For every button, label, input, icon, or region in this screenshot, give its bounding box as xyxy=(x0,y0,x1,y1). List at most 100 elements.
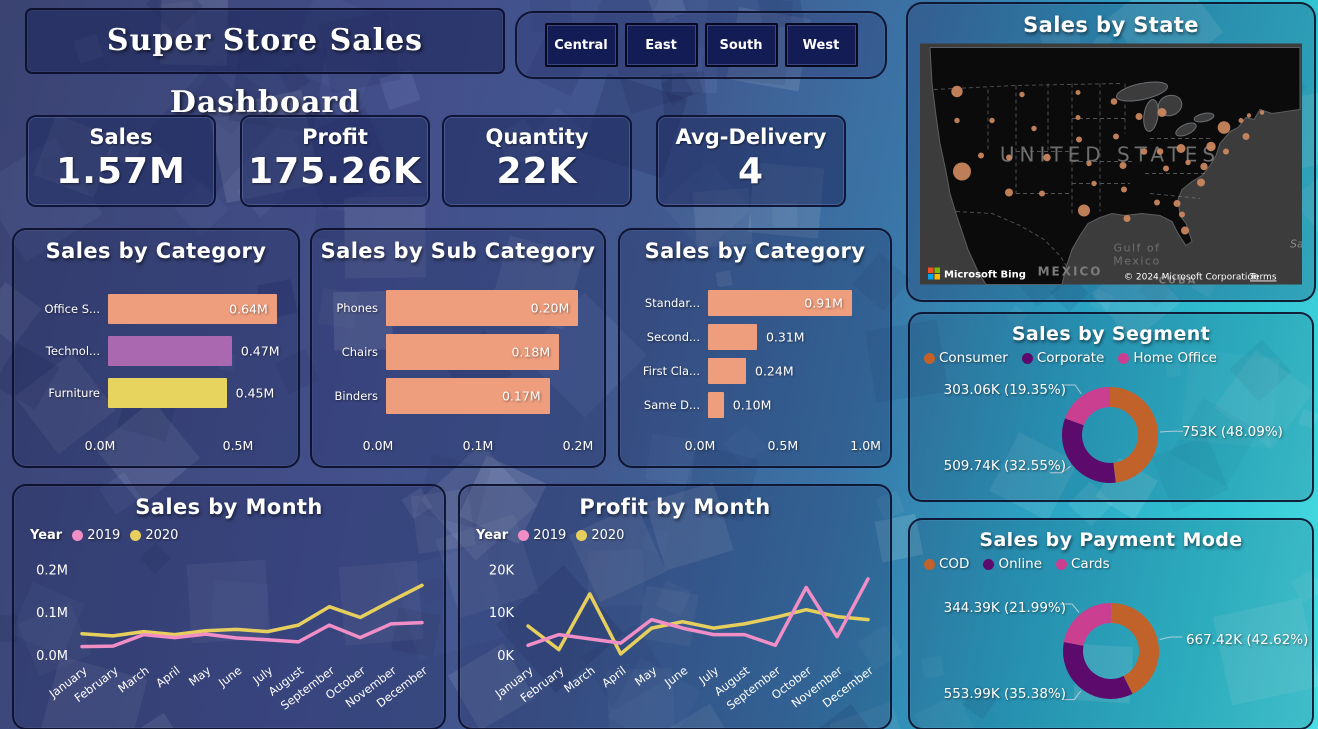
axis-tick-label: 0.5M xyxy=(222,438,254,453)
bar-track: 0.10M xyxy=(708,392,874,418)
map-bubble[interactable] xyxy=(1019,91,1025,98)
bar-value-label: 0.45M xyxy=(235,385,275,401)
donut-slice-online[interactable] xyxy=(1063,642,1133,699)
bar-second-[interactable] xyxy=(708,324,757,350)
bar-track: 0.18M xyxy=(386,334,588,370)
map-bubble[interactable] xyxy=(954,117,960,124)
map-canvas[interactable]: UNITED STATES MEXICO Gulf of Mexico CUBA… xyxy=(920,42,1302,286)
kpi-value: 175.26K xyxy=(248,151,422,192)
callout-online: 553.99K (35.38%) xyxy=(943,686,1066,702)
map-bubble[interactable] xyxy=(1185,159,1191,166)
line-series-2019[interactable] xyxy=(526,577,870,648)
region-button-south[interactable]: South xyxy=(704,23,778,67)
map-bubble[interactable] xyxy=(1173,200,1181,207)
axis-tick-label: 0.5M xyxy=(767,438,799,453)
y-tick-label: 0.2M xyxy=(36,563,68,578)
map-bubble[interactable] xyxy=(1163,165,1169,172)
map-bubble[interactable] xyxy=(1078,204,1090,217)
bar-category-label: Chairs xyxy=(341,345,378,359)
bar-axis: 0.0M 0.1M 0.2M xyxy=(363,438,594,454)
map-bubble[interactable] xyxy=(1176,144,1186,153)
line-series-2020[interactable] xyxy=(526,592,870,656)
map-bubble[interactable] xyxy=(1031,125,1037,132)
map-bubble[interactable] xyxy=(1246,113,1252,118)
legend-label: Online xyxy=(998,556,1042,572)
profit-by-month-chart: Profit by Month Year 2019 2020 0K 10K 20K Jan… xyxy=(458,484,892,729)
region-button-west[interactable]: West xyxy=(784,23,858,67)
donut-slice-consumer[interactable] xyxy=(1109,387,1159,483)
map-bubble[interactable] xyxy=(1156,148,1164,155)
map-bubble[interactable] xyxy=(1075,90,1081,95)
bar-value-label: 0.64M xyxy=(229,301,268,317)
donut-slice-cards[interactable] xyxy=(1063,603,1112,647)
map-bubble[interactable] xyxy=(1006,154,1012,161)
bar-technol-[interactable] xyxy=(108,336,232,366)
map-bubble[interactable] xyxy=(1242,133,1250,140)
donut-slice-home-office[interactable] xyxy=(1064,387,1111,426)
bar-category-label: Standar... xyxy=(644,296,700,310)
line-series-2020[interactable] xyxy=(80,583,424,638)
map-bubble[interactable] xyxy=(1110,98,1118,105)
map-bubble[interactable] xyxy=(1043,153,1051,162)
map-bubble[interactable] xyxy=(1135,113,1143,120)
bar-standar-[interactable]: 0.91M xyxy=(708,290,852,316)
bar-same-d-[interactable] xyxy=(708,392,724,418)
map-bubble[interactable] xyxy=(1119,162,1127,169)
map-bubble[interactable] xyxy=(1157,108,1167,117)
map-bubble[interactable] xyxy=(1075,115,1081,120)
map-bubble[interactable] xyxy=(1154,199,1160,206)
legend-item-2019: 2019 xyxy=(518,528,566,543)
legend-dot xyxy=(518,530,530,541)
map-bubble[interactable] xyxy=(1179,211,1185,218)
bar-row-office-s-: Office S... 0.64M xyxy=(26,294,282,324)
map-bubble[interactable] xyxy=(1086,160,1092,167)
map-bubble[interactable] xyxy=(1197,178,1205,187)
bar-category-label: Binders xyxy=(334,389,378,403)
callout-connector xyxy=(1159,430,1183,433)
map-bubble[interactable] xyxy=(1005,188,1013,197)
map-bubble[interactable] xyxy=(1091,180,1097,187)
donut-slice-cod[interactable] xyxy=(1110,603,1159,694)
chart-title: Sales by Sub Category xyxy=(320,239,596,263)
legend-title: Year xyxy=(30,528,63,543)
donut-slice-corporate[interactable] xyxy=(1062,418,1116,483)
line-series-2019[interactable] xyxy=(80,620,424,649)
map-bubble[interactable] xyxy=(1123,215,1131,222)
map-bubble[interactable] xyxy=(1206,141,1216,152)
axis-tick-label: 0.2M xyxy=(562,438,594,453)
map-bubble[interactable] xyxy=(1113,133,1119,140)
map-bubble[interactable] xyxy=(1223,148,1229,155)
bar-office-s-[interactable]: 0.64M xyxy=(108,294,277,324)
map-bubble[interactable] xyxy=(1217,121,1231,134)
region-button-central[interactable]: Central xyxy=(544,23,618,67)
bar-chairs[interactable]: 0.18M xyxy=(386,334,560,370)
legend-dot xyxy=(924,352,935,364)
map-bubble[interactable] xyxy=(953,162,971,181)
map-bubble[interactable] xyxy=(1238,118,1244,123)
legend-item-online: Online xyxy=(983,556,1042,572)
map-bubble[interactable] xyxy=(1076,136,1082,143)
map-terms-link[interactable]: Terms xyxy=(1249,273,1277,283)
map-bubble[interactable] xyxy=(1140,148,1148,155)
bar-first-cla-[interactable] xyxy=(708,358,746,384)
map-bubble[interactable] xyxy=(951,85,963,98)
bar-binders[interactable]: 0.17M xyxy=(386,378,550,414)
bar-row-standar-: Standar... 0.91M xyxy=(632,290,874,316)
y-tick-label: 10K xyxy=(489,606,515,621)
map-bubble[interactable] xyxy=(1181,226,1189,235)
bar-track: 0.47M xyxy=(108,336,282,366)
bar-phones[interactable]: 0.20M xyxy=(386,290,579,326)
map-bubble[interactable] xyxy=(989,117,995,124)
callout-connector xyxy=(1060,603,1080,613)
map-bubble[interactable] xyxy=(1121,186,1127,193)
y-tick-label: 0.1M xyxy=(36,606,68,621)
map-bubble[interactable] xyxy=(1259,110,1265,115)
bar-furniture[interactable] xyxy=(108,378,227,408)
map-bubble[interactable] xyxy=(978,152,984,159)
region-button-east[interactable]: East xyxy=(624,23,698,67)
map-bubble[interactable] xyxy=(1200,162,1208,171)
bing-map[interactable]: UNITED STATES MEXICO Gulf of Mexico CUBA… xyxy=(920,42,1302,286)
map-bubble[interactable] xyxy=(1039,190,1045,197)
